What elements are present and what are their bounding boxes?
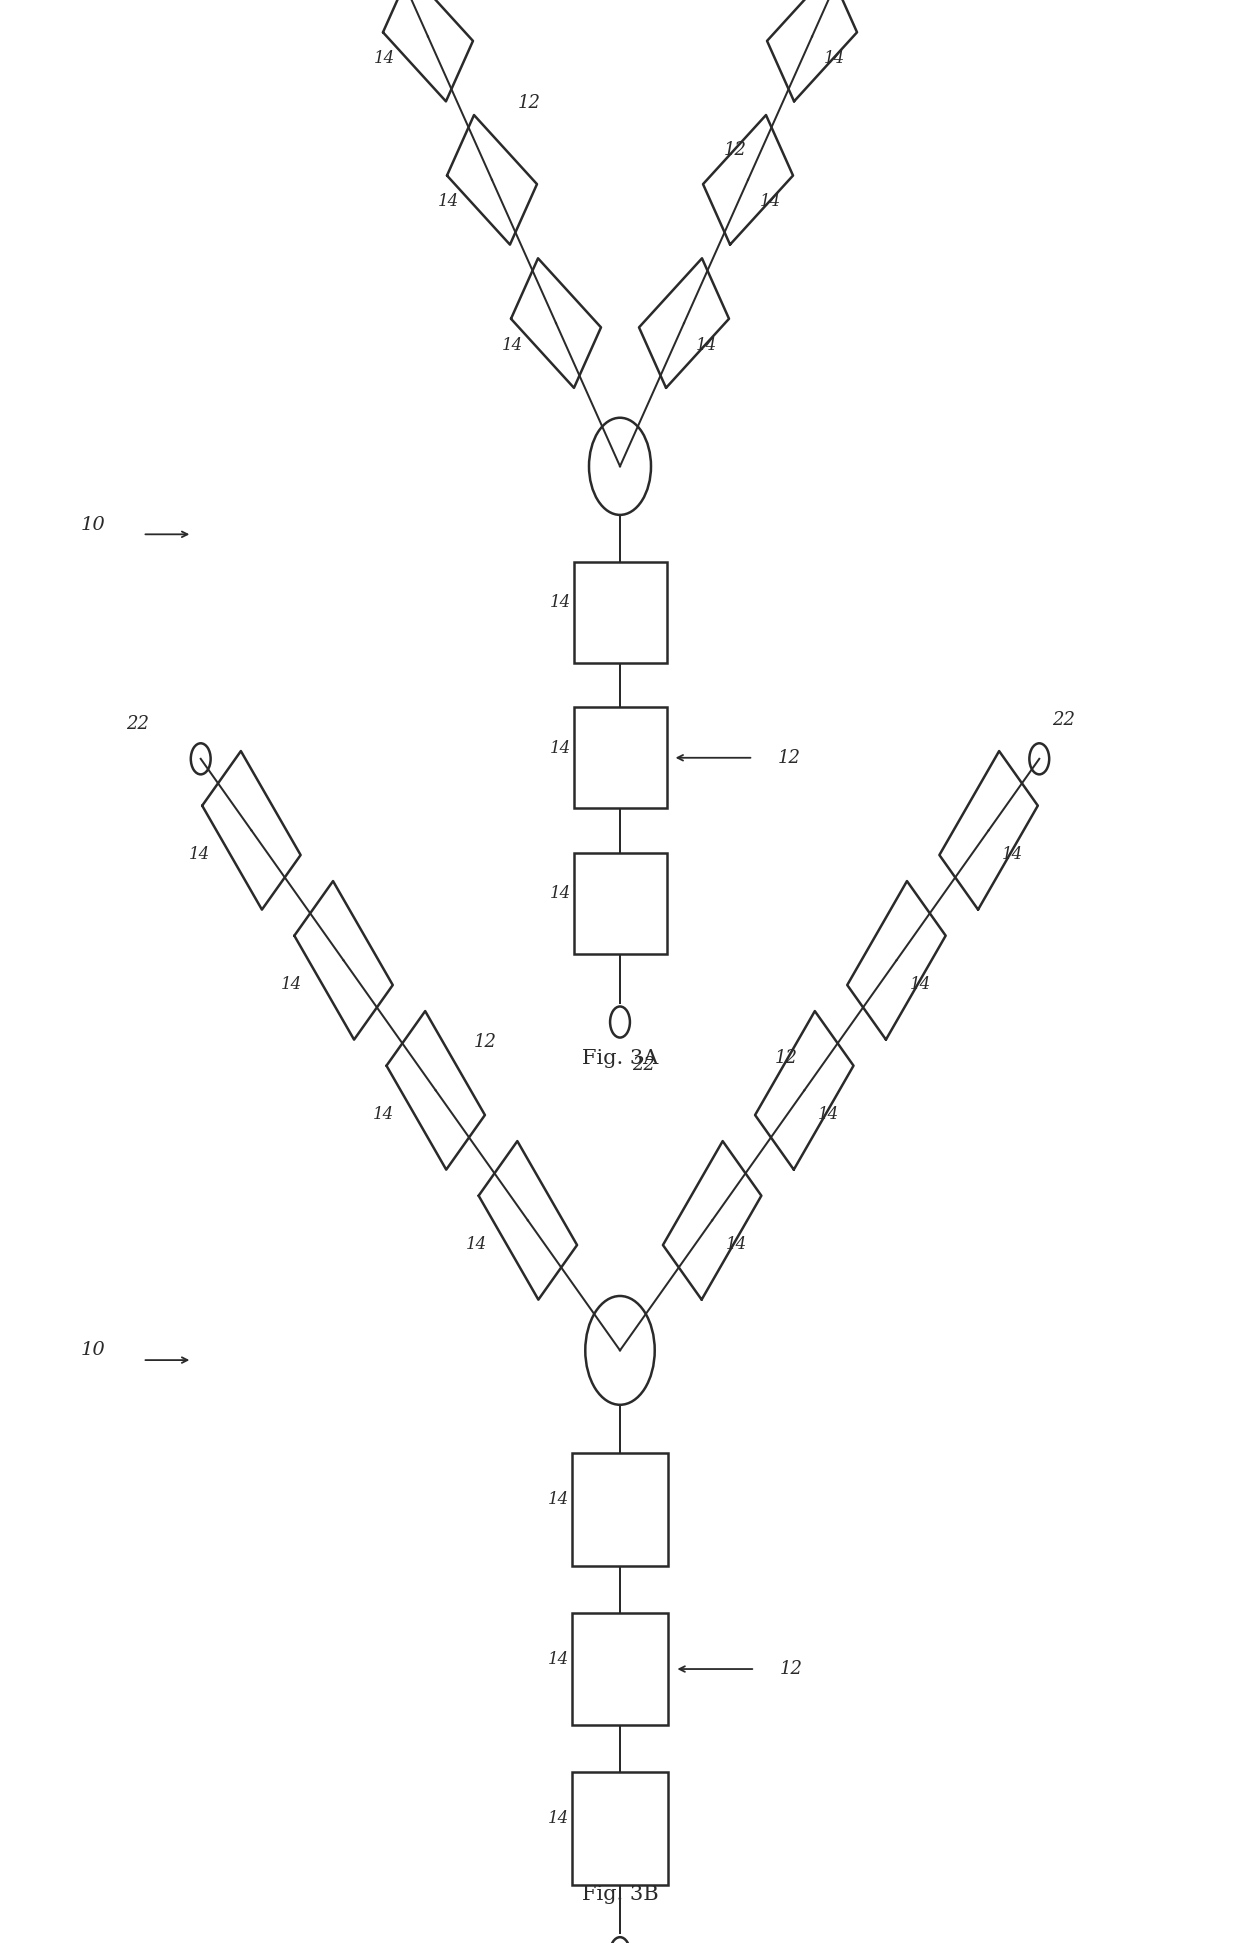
- Text: 14: 14: [188, 847, 210, 863]
- Text: 14: 14: [725, 1236, 746, 1253]
- Text: 12: 12: [517, 93, 541, 111]
- Bar: [572, 1613, 668, 1725]
- Text: 22: 22: [1052, 711, 1075, 729]
- Bar: [572, 1453, 668, 1566]
- Text: 10: 10: [81, 515, 105, 534]
- Bar: [573, 853, 667, 954]
- Text: 10: 10: [81, 1341, 105, 1360]
- Text: Fig. 3B: Fig. 3B: [582, 1885, 658, 1904]
- Text: 14: 14: [760, 194, 781, 210]
- Text: 12: 12: [779, 748, 801, 767]
- Bar: [573, 562, 667, 663]
- Text: 22: 22: [632, 1055, 656, 1074]
- Text: 14: 14: [548, 1492, 569, 1508]
- Text: 14: 14: [910, 975, 931, 993]
- Text: 14: 14: [551, 740, 572, 756]
- Text: 12: 12: [774, 1049, 797, 1067]
- Text: 14: 14: [281, 975, 303, 993]
- Text: 14: 14: [374, 51, 396, 68]
- Text: 14: 14: [551, 886, 572, 902]
- Text: 14: 14: [696, 336, 717, 354]
- Text: 12: 12: [780, 1659, 804, 1679]
- Text: 12: 12: [474, 1034, 497, 1051]
- Text: 14: 14: [548, 1652, 569, 1667]
- Text: 14: 14: [551, 595, 572, 610]
- Text: 14: 14: [548, 1811, 569, 1826]
- Text: 12: 12: [724, 142, 746, 159]
- Text: 14: 14: [817, 1106, 839, 1123]
- Text: 14: 14: [465, 1236, 486, 1253]
- Bar: [573, 707, 667, 808]
- Text: 14: 14: [373, 1106, 394, 1123]
- Text: 14: 14: [438, 194, 459, 210]
- Bar: [572, 1772, 668, 1885]
- Text: 14: 14: [502, 336, 523, 354]
- Text: 14: 14: [823, 51, 844, 68]
- Text: 14: 14: [1002, 847, 1023, 863]
- Text: 22: 22: [126, 715, 149, 733]
- Text: Fig. 3A: Fig. 3A: [582, 1049, 658, 1069]
